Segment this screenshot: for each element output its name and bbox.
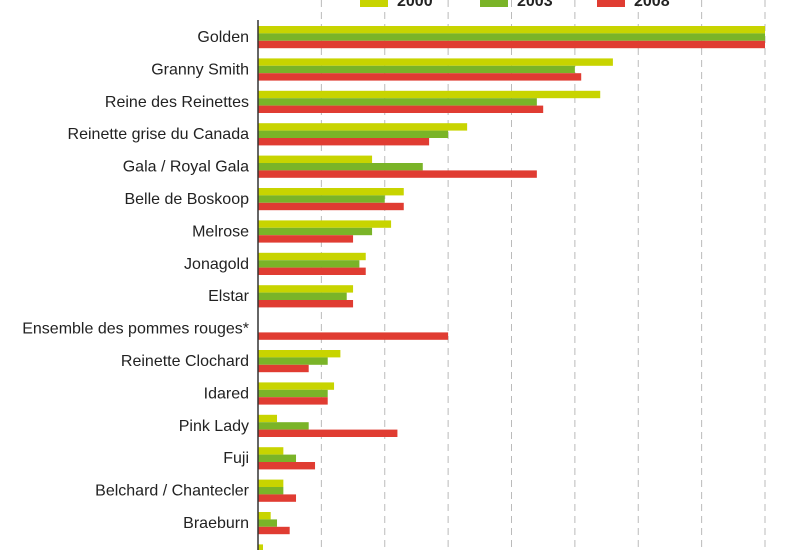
category-label: Fuji xyxy=(223,450,249,467)
category-label: Reinette grise du Canada xyxy=(68,126,250,143)
bar-2000 xyxy=(258,188,404,196)
bar-2003 xyxy=(258,357,328,365)
bar-2000 xyxy=(258,58,613,66)
legend-swatch-2008 xyxy=(597,0,625,7)
bar-2003 xyxy=(258,519,278,527)
legend-swatch-2003 xyxy=(480,0,508,7)
bar-2008 xyxy=(258,267,366,275)
bar-2008 xyxy=(258,105,544,113)
bar-2008 xyxy=(258,170,537,178)
category-label: Reine des Reinettes xyxy=(105,94,249,111)
bar-2000 xyxy=(258,382,335,390)
bar-2000 xyxy=(258,414,278,423)
legend-label-2008: 2008 xyxy=(634,0,670,10)
bar-2003 xyxy=(258,130,449,138)
bar-2000 xyxy=(258,479,284,487)
category-label: Gala / Royal Gala xyxy=(123,159,249,176)
legend-swatch-2000 xyxy=(360,0,388,7)
bar-2003 xyxy=(258,454,297,462)
bar-2008 xyxy=(258,138,430,146)
grid xyxy=(320,0,766,550)
bar-2008 xyxy=(258,462,316,470)
bar-2003 xyxy=(258,389,328,398)
bar-2008 xyxy=(258,364,309,373)
bar-2008 xyxy=(258,332,449,340)
bar-2003 xyxy=(258,260,360,268)
bar-2000 xyxy=(258,155,373,163)
bar-2008 xyxy=(258,235,354,243)
bar-2008 xyxy=(258,40,765,49)
bar-2000 xyxy=(258,123,468,131)
category-label: Golden xyxy=(197,29,249,46)
category-labels: Golden Granny Smith Reine des Reinettes Rei… xyxy=(22,29,249,532)
bar-2008 xyxy=(258,494,297,502)
category-label: Reinette Clochard xyxy=(121,353,249,370)
category-label: Granny Smith xyxy=(151,61,249,78)
bar-2000 xyxy=(258,447,284,455)
bar-2000 xyxy=(258,220,392,228)
bar-2000 xyxy=(258,350,341,358)
legend: 2000 2003 2008 xyxy=(360,0,670,10)
bar-2000 xyxy=(258,26,765,34)
category-label: Belchard / Chantecler xyxy=(95,483,250,500)
category-label: Melrose xyxy=(192,223,249,240)
bar-2008 xyxy=(258,73,582,81)
bar-2003 xyxy=(258,98,537,106)
bar-2000 xyxy=(258,512,271,520)
bar-2003 xyxy=(258,292,347,300)
bar-2000 xyxy=(258,285,354,293)
bar-2008 xyxy=(258,429,398,437)
category-label: Idared xyxy=(204,385,249,402)
bar-2008 xyxy=(258,202,404,211)
category-label: Jonagold xyxy=(184,256,249,273)
bar-2003 xyxy=(258,195,385,203)
bar-2008 xyxy=(258,526,290,535)
bars xyxy=(258,26,765,550)
bar-2003 xyxy=(258,422,309,430)
legend-label-2000: 2000 xyxy=(397,0,433,10)
bar-2008 xyxy=(258,300,354,308)
bar-2003 xyxy=(258,33,765,41)
bar-cutoff xyxy=(258,544,263,550)
category-label: Pink Lady xyxy=(179,418,249,435)
bar-2003 xyxy=(258,227,373,236)
bar-2000 xyxy=(258,90,601,99)
category-label: Ensemble des pommes rouges* xyxy=(22,321,249,338)
legend-label-2003: 2003 xyxy=(517,0,553,10)
bar-2003 xyxy=(258,65,575,74)
bar-2000 xyxy=(258,252,366,261)
category-label: Elstar xyxy=(208,288,250,305)
bar-2008 xyxy=(258,397,328,405)
category-label: Belle de Boskoop xyxy=(124,191,249,208)
bar-2003 xyxy=(258,163,423,171)
bar-2003 xyxy=(258,487,284,495)
category-label: Braeburn xyxy=(183,515,249,532)
